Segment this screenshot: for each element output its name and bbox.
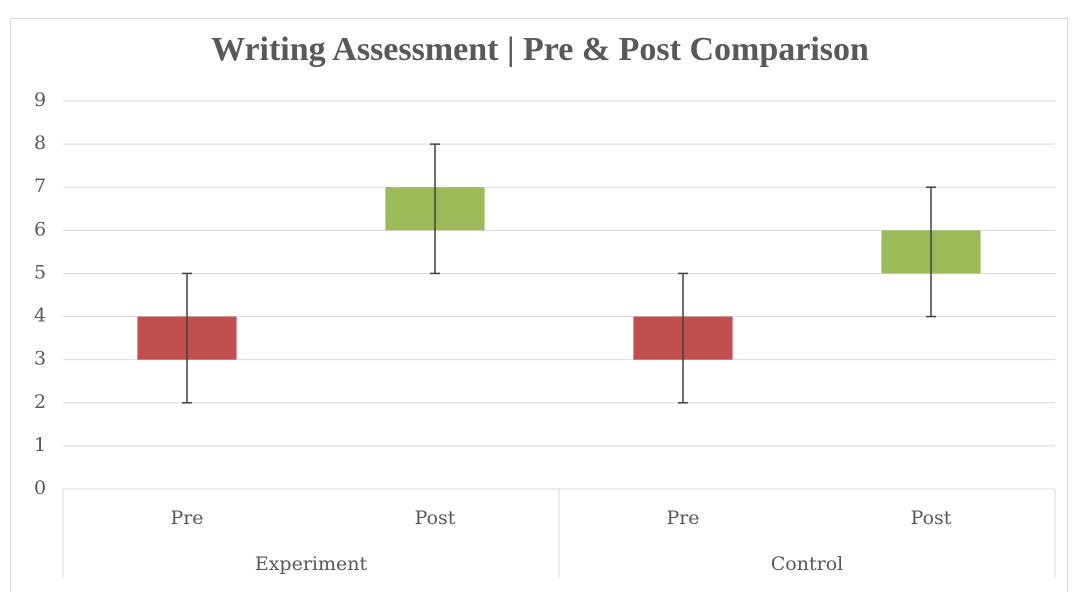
y-tick-label: 7 (34, 175, 46, 197)
y-tick-label: 6 (34, 218, 46, 240)
chart-border (10, 18, 1068, 592)
x-tick-label: Pre (170, 507, 203, 529)
y-tick-label: 9 (34, 89, 46, 111)
group-label: Experiment (255, 553, 368, 575)
y-tick-label: 0 (34, 477, 46, 499)
y-tick-label: 4 (34, 305, 46, 327)
chart-title: Writing Assessment | Pre & Post Comparis… (211, 31, 869, 68)
x-tick-label: Pre (666, 507, 699, 529)
y-tick-label: 1 (34, 434, 46, 456)
group-label: Control (771, 553, 843, 575)
y-tick-label: 8 (34, 132, 46, 154)
y-tick-label: 3 (34, 348, 46, 370)
x-tick-label: Post (911, 507, 952, 529)
y-tick-label: 2 (34, 391, 46, 413)
y-tick-label: 5 (34, 261, 46, 283)
x-tick-label: Post (415, 507, 456, 529)
